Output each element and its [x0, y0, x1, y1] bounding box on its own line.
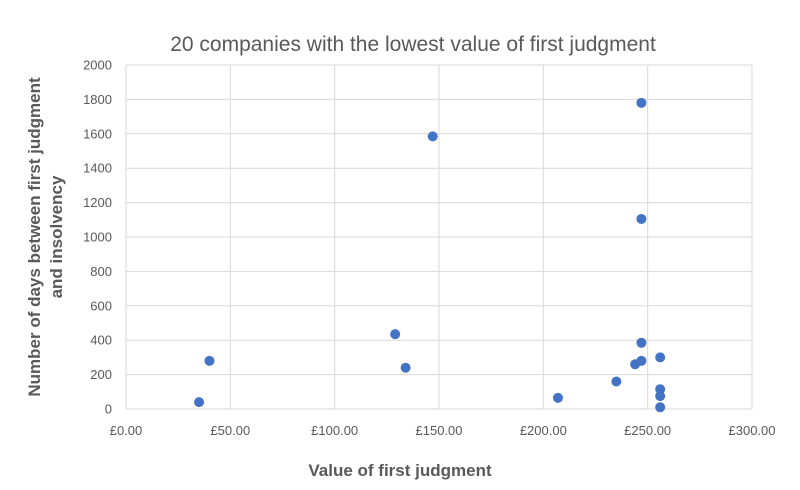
x-tick-label: £200.00 — [520, 423, 567, 438]
data-point — [194, 397, 205, 408]
data-point — [636, 213, 647, 224]
y-tick-label: 800 — [90, 264, 112, 279]
y-axis-ticks: 0 200 400 600 800 1000 1200 1400 1600 1800 2000 — [83, 58, 112, 417]
data-point — [390, 329, 401, 340]
x-tick-label: £300.00 — [729, 423, 776, 438]
x-axis-title: Value of first judgment — [308, 461, 492, 480]
y-axis-title: Number of days between first judgment an… — [25, 77, 66, 397]
y-tick-label: 1800 — [83, 92, 112, 107]
y-axis-title-line-1: Number of days between first judgment — [25, 77, 44, 397]
data-point — [611, 376, 622, 387]
data-point — [636, 337, 647, 348]
y-tick-label: 400 — [90, 333, 112, 348]
y-tick-label: 1000 — [83, 230, 112, 245]
y-tick-label: 1400 — [83, 161, 112, 176]
gridlines — [125, 64, 753, 410]
data-point — [655, 391, 666, 402]
y-tick-label: 1600 — [83, 126, 112, 141]
y-tick-label: 1200 — [83, 195, 112, 210]
y-tick-label: 200 — [90, 367, 112, 382]
data-point — [552, 392, 563, 403]
data-point — [400, 362, 411, 373]
x-tick-label: £0.00 — [110, 423, 143, 438]
y-axis-title-line-2: and insolvency — [47, 175, 66, 298]
y-tick-label: 2000 — [83, 58, 112, 73]
data-point — [204, 355, 215, 366]
data-point — [655, 402, 666, 413]
data-point — [427, 131, 438, 142]
x-tick-label: £100.00 — [311, 423, 358, 438]
x-tick-label: £250.00 — [624, 423, 671, 438]
chart-title: 20 companies with the lowest value of fi… — [170, 33, 656, 56]
data-point — [636, 355, 647, 366]
x-tick-label: £150.00 — [416, 423, 463, 438]
x-axis-ticks: £0.00 £50.00 £100.00 £150.00 £200.00 £250.00 £… — [110, 423, 776, 438]
x-tick-label: £50.00 — [210, 423, 250, 438]
data-point — [655, 384, 666, 395]
y-tick-label: 600 — [90, 298, 112, 313]
data-point — [636, 97, 647, 108]
y-tick-label: 0 — [105, 402, 112, 417]
data-point — [655, 352, 666, 363]
data-points — [194, 97, 666, 413]
